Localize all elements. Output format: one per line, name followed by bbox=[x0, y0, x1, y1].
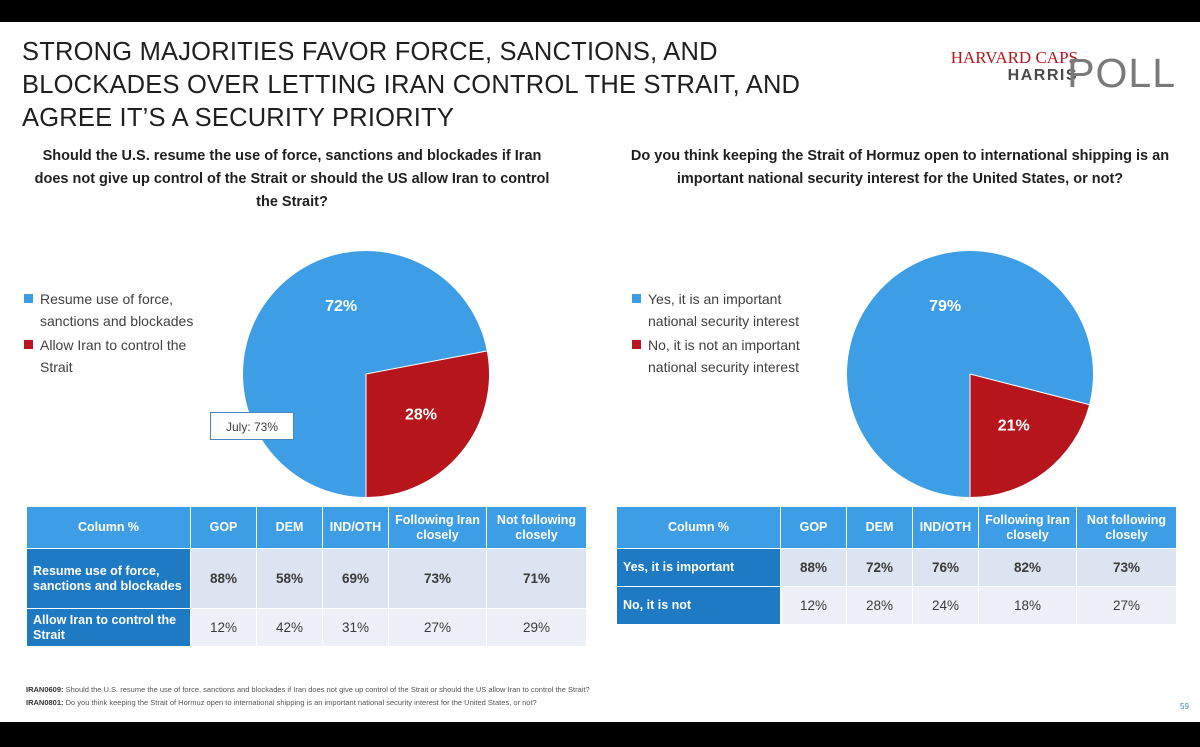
page-number: 59 bbox=[1180, 702, 1189, 711]
header-gop: GOP bbox=[190, 506, 257, 549]
header-dem: DEM bbox=[846, 506, 913, 549]
legend-swatch-blue bbox=[632, 294, 641, 303]
footnote: IRAN0609: Should the U.S. resume the use… bbox=[26, 685, 590, 694]
cell: 18% bbox=[978, 586, 1077, 625]
legend-item-no: No, it is not an important national secu… bbox=[632, 334, 802, 378]
header-following: Following Iran closely bbox=[978, 506, 1077, 549]
cell: 73% bbox=[1076, 548, 1177, 587]
footnote-code: IRAN0801: bbox=[26, 698, 64, 707]
july-callout: July: 73% bbox=[210, 412, 294, 440]
header-following: Following Iran closely bbox=[388, 506, 487, 549]
left-legend: Resume use of force, sanctions and block… bbox=[24, 288, 204, 380]
cell: 69% bbox=[322, 548, 389, 609]
logo-line-3: POLL bbox=[1067, 50, 1176, 96]
left-question: Should the U.S. resume the use of force,… bbox=[34, 148, 550, 210]
legend-label: Resume use of force, sanctions and block… bbox=[40, 291, 194, 329]
cell: 12% bbox=[780, 586, 847, 625]
table-row: Yes, it is important 88% 72% 76% 82% 73% bbox=[616, 548, 1177, 587]
pie-slice-blue bbox=[242, 251, 487, 497]
right-pie-chart: 79% 21% bbox=[847, 251, 1093, 497]
cell: 71% bbox=[486, 548, 587, 609]
row-label: No, it is not bbox=[616, 586, 781, 625]
cell: 24% bbox=[912, 586, 979, 625]
header-column-pct: Column % bbox=[26, 506, 191, 549]
left-crosstab: Column % GOP DEM IND/OTH Following Iran … bbox=[26, 506, 587, 647]
cell: 27% bbox=[1076, 586, 1177, 625]
legend-item-yes: Yes, it is an important national securit… bbox=[632, 288, 802, 332]
cell: 82% bbox=[978, 548, 1077, 587]
cell: 12% bbox=[190, 608, 257, 647]
legend-label: No, it is not an important national secu… bbox=[648, 337, 800, 375]
footnote-code: IRAN0609: bbox=[26, 685, 64, 694]
legend-item-resume: Resume use of force, sanctions and block… bbox=[24, 288, 204, 332]
table-row: No, it is not 12% 28% 24% 18% 27% bbox=[616, 586, 1177, 625]
footnote-text: Should the U.S. resume the use of force,… bbox=[65, 685, 590, 694]
pie-slice-red bbox=[366, 350, 489, 497]
cell: 88% bbox=[190, 548, 257, 609]
footnote: IRAN0801: Do you think keeping the Strai… bbox=[26, 698, 537, 707]
cell: 28% bbox=[846, 586, 913, 625]
cell: 72% bbox=[846, 548, 913, 587]
pie-label-blue: 72% bbox=[325, 298, 357, 315]
cell: 58% bbox=[256, 548, 323, 609]
cell: 31% bbox=[322, 608, 389, 647]
right-question: Do you think keeping the Strait of Hormu… bbox=[630, 148, 1170, 187]
legend-label: Allow Iran to control the Strait bbox=[40, 337, 187, 375]
row-label: Allow Iran to control the Strait bbox=[26, 608, 191, 647]
header-ind: IND/OTH bbox=[322, 506, 389, 549]
table-row: Allow Iran to control the Strait 12% 42%… bbox=[26, 608, 587, 647]
right-legend: Yes, it is an important national securit… bbox=[632, 288, 802, 380]
cell: 42% bbox=[256, 608, 323, 647]
row-label: Yes, it is important bbox=[616, 548, 781, 587]
header-ind: IND/OTH bbox=[912, 506, 979, 549]
legend-swatch-red bbox=[632, 340, 641, 349]
pie-divider bbox=[969, 373, 1090, 406]
footnote-text: Do you think keeping the Strait of Hormu… bbox=[65, 698, 537, 707]
table-row: Resume use of force, sanctions and block… bbox=[26, 548, 587, 609]
harvard-caps-harris-poll-logo: HARVARD CAPS HARRIS POLL bbox=[948, 46, 1178, 106]
header-dem: DEM bbox=[256, 506, 323, 549]
logo-line-2: HARRIS bbox=[1007, 67, 1078, 84]
cell: 88% bbox=[780, 548, 847, 587]
legend-swatch-blue bbox=[24, 294, 33, 303]
legend-label: Yes, it is an important national securit… bbox=[648, 291, 799, 329]
header-not-following: Not following closely bbox=[1076, 506, 1177, 549]
pie-divider bbox=[365, 350, 487, 375]
header-not-following: Not following closely bbox=[486, 506, 587, 549]
legend-swatch-red bbox=[24, 340, 33, 349]
cell: 76% bbox=[912, 548, 979, 587]
cell: 73% bbox=[388, 548, 487, 609]
right-crosstab: Column % GOP DEM IND/OTH Following Iran … bbox=[616, 506, 1177, 625]
pie-slice-red bbox=[970, 374, 1090, 497]
cell: 29% bbox=[486, 608, 587, 647]
logo-line-1: HARVARD CAPS bbox=[950, 48, 1078, 67]
pie-label-red: 28% bbox=[405, 406, 437, 423]
left-pie-chart: 72% 28% bbox=[242, 251, 489, 497]
cell: 27% bbox=[388, 608, 487, 647]
pie-label-blue: 79% bbox=[929, 298, 961, 315]
slide: STRONG MAJORITIES FAVOR FORCE, SANCTIONS… bbox=[0, 22, 1200, 722]
row-label: Resume use of force, sanctions and block… bbox=[26, 548, 191, 609]
pie-label-red: 21% bbox=[998, 417, 1030, 434]
header-gop: GOP bbox=[780, 506, 847, 549]
slide-title: STRONG MAJORITIES FAVOR FORCE, SANCTIONS… bbox=[22, 38, 801, 132]
legend-item-allow: Allow Iran to control the Strait bbox=[24, 334, 204, 378]
header-column-pct: Column % bbox=[616, 506, 781, 549]
